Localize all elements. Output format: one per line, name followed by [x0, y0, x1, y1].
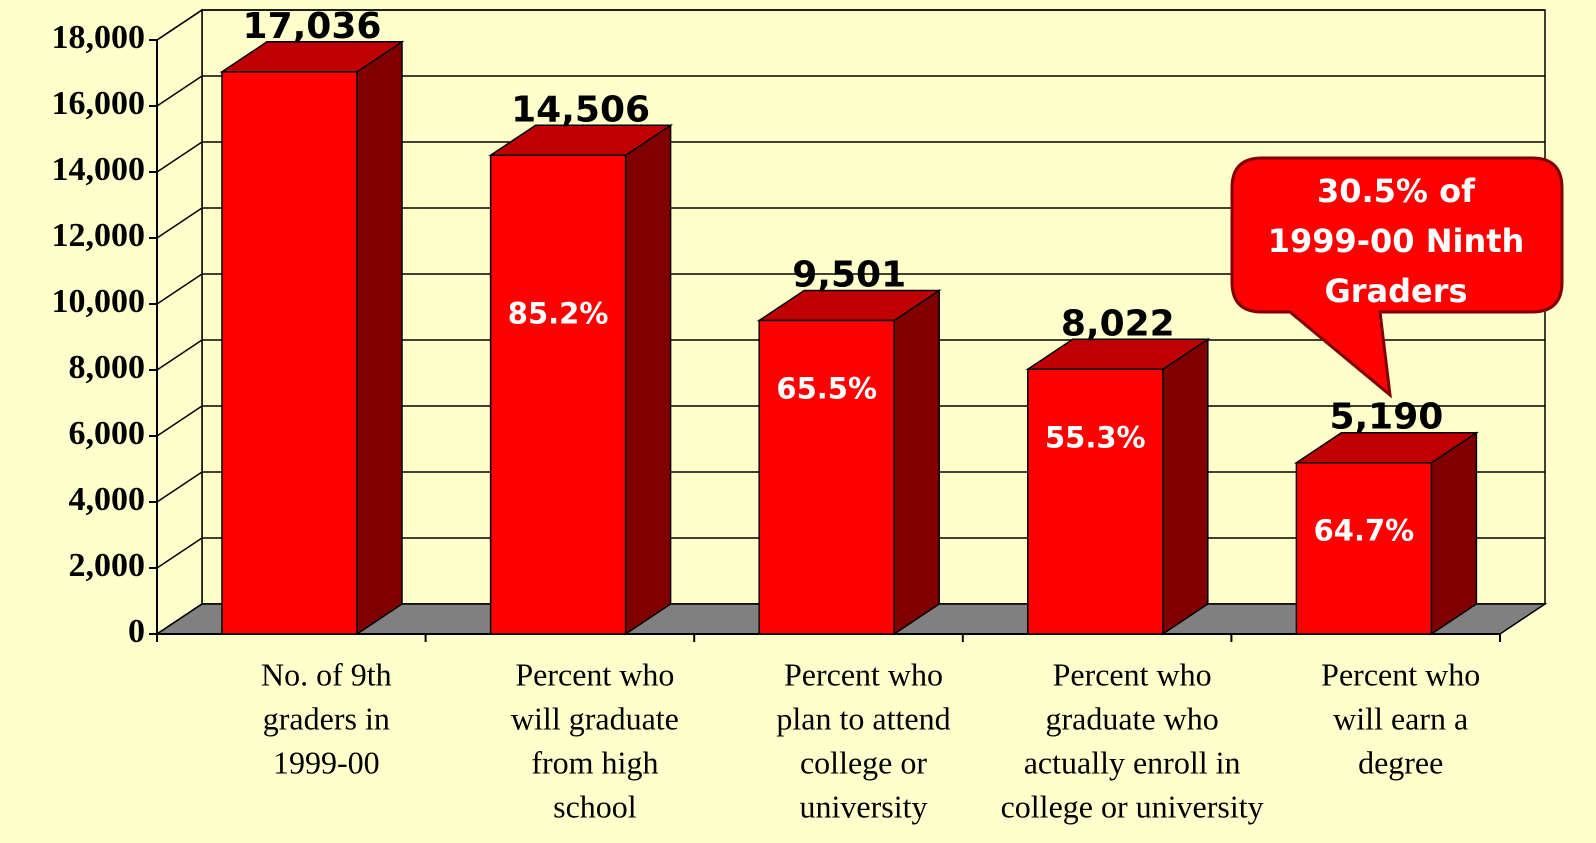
- grid-line: [156, 75, 203, 107]
- grid-line: [156, 9, 203, 41]
- x-tick-label: No. of 9th: [261, 656, 392, 692]
- x-tick-label: will graduate: [511, 700, 679, 736]
- y-tick-label: 4,000: [69, 481, 146, 518]
- x-tick-label: plan to attend: [776, 700, 950, 736]
- grid-line: [156, 537, 203, 569]
- x-tick-label: actually enroll in: [1024, 744, 1241, 780]
- bar-side: [624, 123, 672, 636]
- grid-line: [156, 207, 203, 239]
- x-tick-label: Percent who: [784, 656, 943, 692]
- callout-bubble: [1230, 156, 1564, 399]
- grid-line: [156, 405, 203, 437]
- rate-label: 85.2%: [508, 296, 609, 330]
- y-tick-label: 14,000: [52, 151, 146, 188]
- value-label: 17,036: [243, 6, 382, 47]
- bar: [1027, 368, 1164, 635]
- callout-text: 1999-00 Ninth: [1268, 222, 1525, 260]
- bar-side: [1162, 337, 1209, 636]
- rate-label: 55.3%: [1045, 420, 1146, 454]
- x-tick-label: school: [553, 788, 637, 824]
- rate-label: 64.7%: [1314, 514, 1415, 548]
- grid-line: [156, 339, 203, 371]
- x-tick-label: college or: [800, 744, 927, 780]
- y-tick-label: 18,000: [52, 19, 146, 56]
- x-tick-label: graders in: [263, 700, 390, 736]
- bar: [758, 319, 895, 635]
- x-tick-label: Percent who: [515, 656, 674, 692]
- grid-line: [156, 273, 203, 305]
- y-tick-label: 16,000: [52, 85, 146, 122]
- x-tick-label: will earn a: [1333, 700, 1468, 736]
- y-tick-label: 8,000: [69, 349, 146, 386]
- bar: [1295, 461, 1433, 635]
- x-tick-label: from high: [531, 744, 658, 780]
- x-tick-label: university: [800, 788, 928, 824]
- y-tick-label: 6,000: [69, 415, 146, 452]
- x-tick-label: 1999-00: [273, 744, 380, 780]
- value-label: 8,022: [1061, 303, 1175, 344]
- side-wall: [156, 8, 203, 636]
- x-tick-label: Percent who: [1053, 656, 1212, 692]
- grid-line: [156, 471, 203, 503]
- bar-side: [1430, 431, 1478, 636]
- callout-text: 30.5% of: [1317, 172, 1476, 210]
- bar: [489, 154, 627, 635]
- x-tick-label: degree: [1358, 744, 1443, 780]
- grid-line: [156, 141, 203, 173]
- x-tick-label: Percent who: [1321, 656, 1480, 692]
- rate-label: 65.5%: [776, 371, 877, 405]
- y-tick-label: 12,000: [52, 217, 146, 254]
- value-label: 5,190: [1329, 397, 1443, 438]
- value-label: 14,506: [511, 89, 650, 130]
- bar-side: [356, 40, 403, 636]
- callout-text: Graders: [1324, 272, 1467, 310]
- y-tick-label: 2,000: [69, 547, 146, 584]
- bar-side: [893, 289, 940, 636]
- x-tick-label: college or university: [1001, 788, 1264, 824]
- bar: [221, 71, 358, 635]
- x-tick-label: graduate who: [1045, 700, 1218, 736]
- y-tick-label: 0: [128, 613, 145, 650]
- y-tick-label: 10,000: [52, 283, 146, 320]
- value-label: 9,501: [792, 254, 906, 295]
